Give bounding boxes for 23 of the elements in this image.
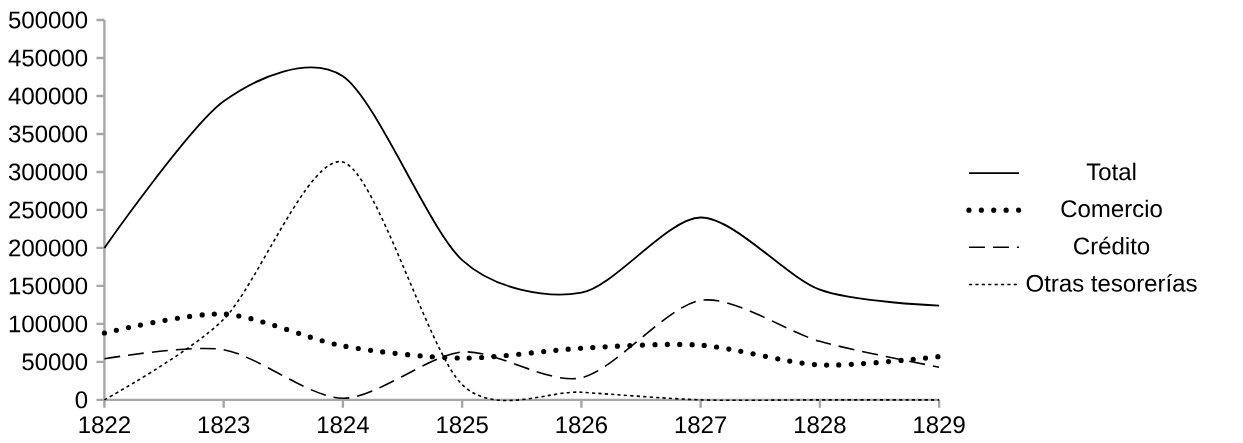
legend-label: Crédito — [1074, 236, 1150, 255]
y-tick-label: 250000 — [9, 201, 88, 219]
x-tick-label: 1822 — [79, 416, 130, 434]
x-tick-label: 1829 — [914, 416, 965, 434]
legend-label: Comercio — [1061, 199, 1162, 218]
x-tick-label: 1827 — [675, 416, 727, 434]
text: Total — [1086, 162, 1136, 181]
y-tick-label: 300000 — [8, 163, 88, 181]
y-tick-label: 0 — [75, 391, 88, 409]
y-tick-label: 350000 — [8, 125, 88, 143]
y-tick-label: 400000 — [8, 87, 88, 105]
legend-label: Otras tesorerías — [1026, 273, 1197, 292]
x-tick-label: 1825 — [437, 416, 488, 434]
x-tick-label: 1826 — [556, 416, 608, 434]
y-tick-label: 450000 — [8, 49, 88, 67]
x-tick-label: 1828 — [795, 416, 846, 434]
y-tick-label: 50000 — [22, 353, 88, 371]
x-tick-label: 1824 — [318, 416, 369, 434]
x-tick-label: 1823 — [198, 416, 250, 434]
y-tick-label: 200000 — [9, 239, 88, 257]
y-tick-label: 500000 — [8, 11, 88, 29]
y-tick-label: 100000 — [9, 315, 88, 333]
y-tick-label: 150000 — [9, 277, 88, 295]
